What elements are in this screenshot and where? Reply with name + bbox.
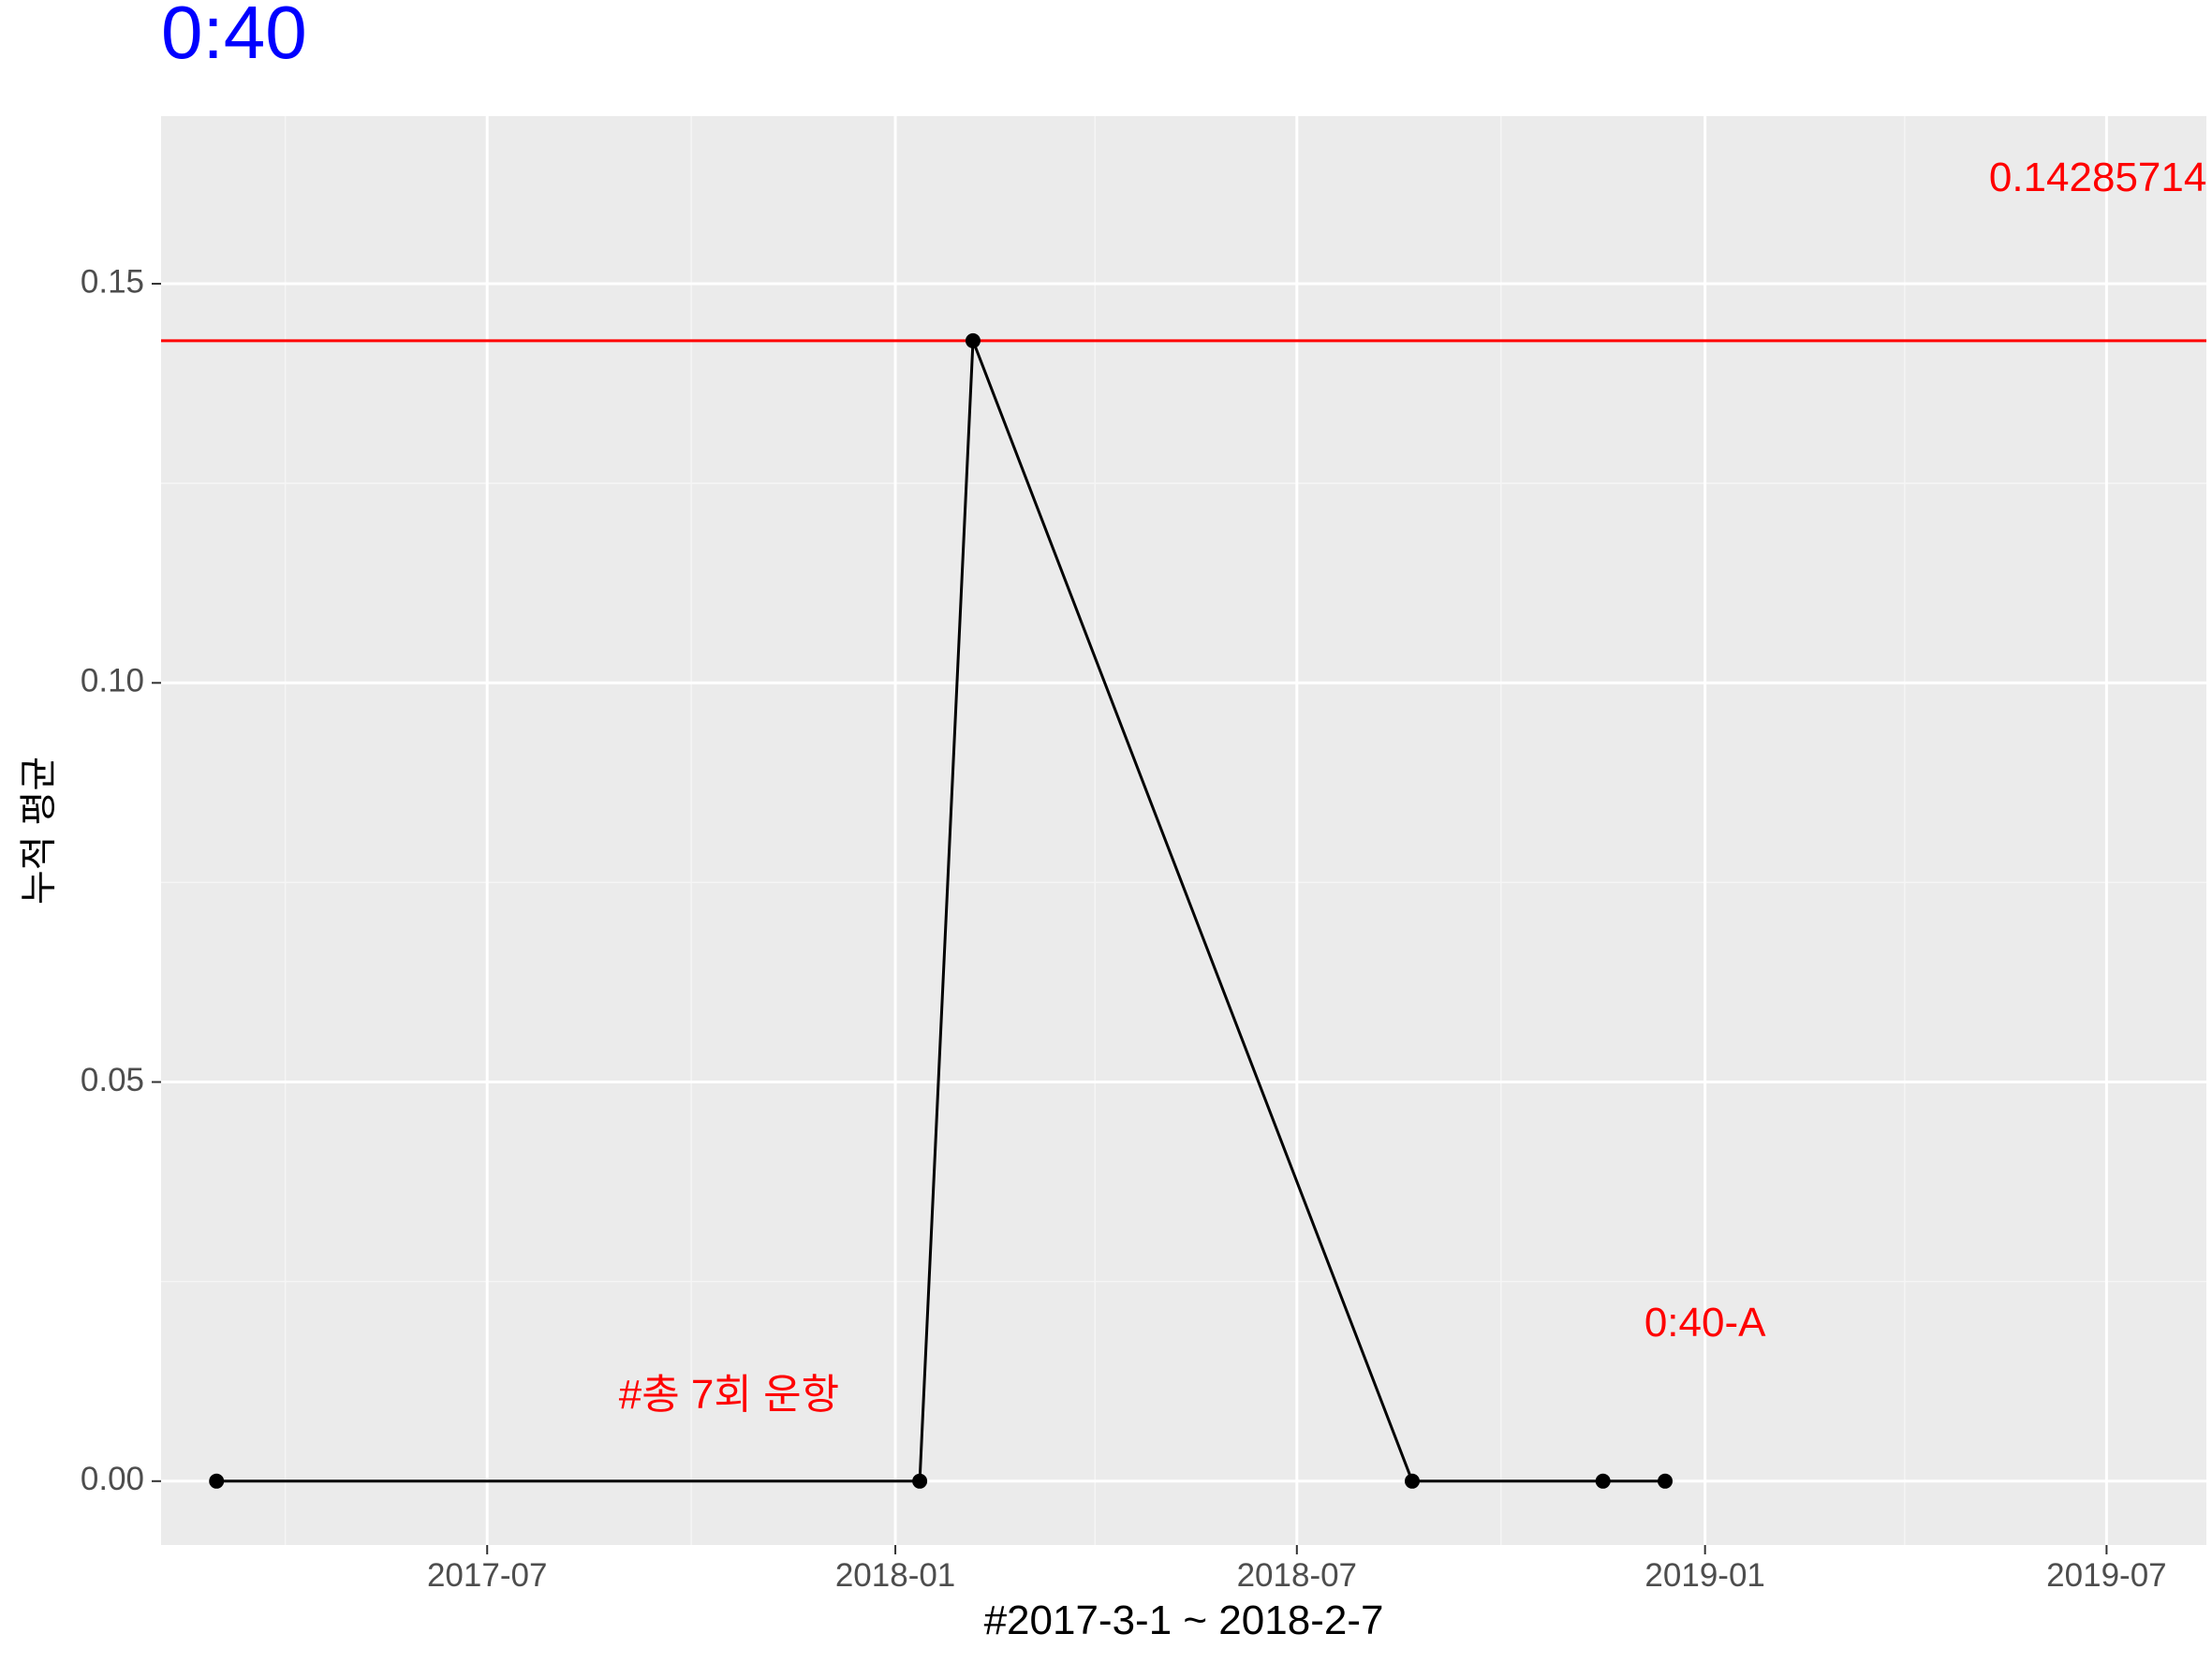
data-point [1658, 1473, 1674, 1489]
data-point [965, 332, 981, 348]
data-point [209, 1473, 225, 1489]
plot-panel [161, 116, 2206, 1545]
data-point [1595, 1473, 1611, 1489]
series-line [216, 339, 1665, 1483]
y-tick-label: 0.05 [81, 1062, 144, 1098]
x-tick-label: 2019-07 [2046, 1557, 2166, 1594]
x-tick-label: 2018-01 [835, 1557, 955, 1594]
x-tick-label: 2018-07 [1237, 1557, 1357, 1594]
data-point [912, 1473, 928, 1489]
y-tick-label: 0.15 [81, 263, 144, 300]
data-point [1404, 1473, 1420, 1489]
x-axis-title: #2017-3-1 ~ 2018-2-7 [984, 1597, 1384, 1643]
x-tick-label: 2017-07 [427, 1557, 547, 1594]
annotation-label: 0.142857142857143 [1989, 155, 2212, 200]
y-axis-title: 누적 평균 [19, 757, 60, 905]
y-tick-label: 0.00 [81, 1461, 144, 1497]
x-tick-label: 2019-01 [1644, 1557, 1764, 1594]
chart-title: 0:40 [161, 0, 307, 74]
y-tick-label: 0.10 [81, 663, 144, 699]
annotation-label: #총 7회 운항 [619, 1372, 839, 1418]
annotation-label: 0:40-A [1644, 1300, 1766, 1346]
